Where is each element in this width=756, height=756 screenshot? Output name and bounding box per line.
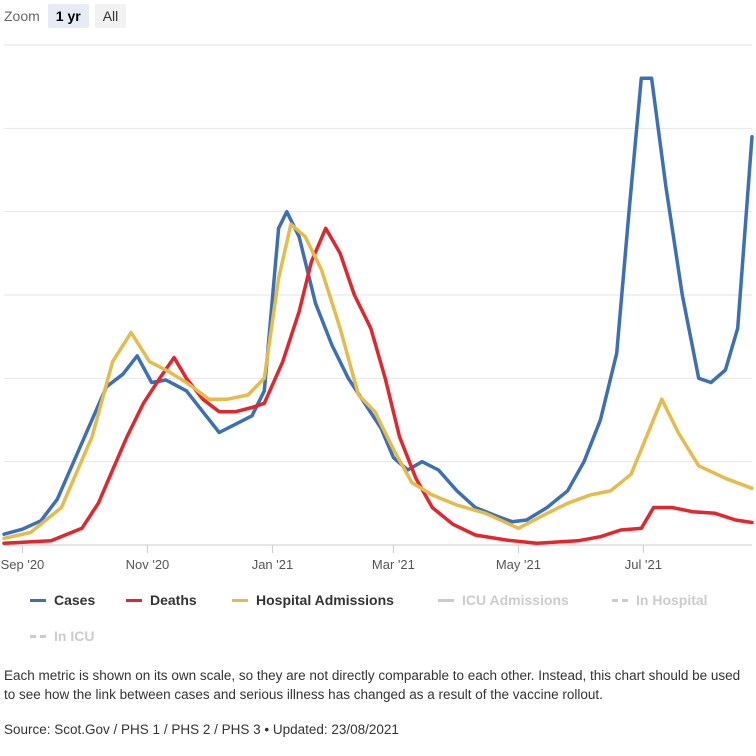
legend-label: Hospital Admissions [256, 592, 394, 608]
legend-item-deaths[interactable]: Deaths [126, 592, 197, 608]
legend-item-hospital-admissions[interactable]: Hospital Admissions [232, 592, 394, 608]
series-line-cases[interactable] [2, 76, 754, 536]
x-tick-label: Jul '21 [625, 557, 662, 572]
legend-item-cases[interactable]: Cases [30, 592, 95, 608]
legend-item-in-hospital[interactable]: In Hospital [612, 592, 708, 608]
legend-item-icu-admissions[interactable]: ICU Admissions [438, 592, 569, 608]
in-icu-swatch-icon [30, 634, 46, 638]
zoom-label: Zoom [4, 8, 40, 24]
legend-label: In Hospital [636, 592, 708, 608]
series-line-deaths[interactable] [2, 226, 754, 546]
legend-label: In ICU [54, 628, 95, 644]
hospital-swatch-icon [232, 598, 248, 602]
x-tick-label: Jan '21 [252, 557, 294, 572]
x-tick-label: Nov '20 [126, 557, 170, 572]
x-axis: Sep '20 Nov '20 Jan '21 Mar '21 May '21 Jul '… [1, 545, 662, 572]
series-line-hospital-admissions[interactable] [2, 222, 754, 541]
chart-note: Each metric is shown on its own scale, s… [4, 668, 741, 702]
series-lines [2, 76, 754, 546]
source-line: Source: Scot.Gov / PHS 1 / PHS 2 / PHS 3… [4, 722, 399, 737]
legend-label: ICU Admissions [462, 592, 569, 608]
legend-label: Deaths [150, 592, 197, 608]
zoom-1yr-button[interactable]: 1 yr [47, 4, 89, 28]
line-chart: Sep '20 Nov '20 Jan '21 Mar '21 May '21 Jul '… [1, 44, 754, 572]
zoom-bar: Zoom 1 yr All [4, 4, 127, 28]
legend-item-in-icu[interactable]: In ICU [30, 628, 94, 644]
zoom-all-button[interactable]: All [94, 4, 127, 28]
x-tick-label: Mar '21 [372, 557, 415, 572]
grid-lines [4, 44, 752, 546]
x-tick-label: Sep '20 [1, 557, 45, 572]
legend-label: Cases [54, 592, 96, 608]
in-hospital-swatch-icon [612, 598, 628, 602]
deaths-swatch-icon [126, 598, 142, 602]
icu-swatch-icon [438, 598, 454, 602]
cases-swatch-icon [30, 598, 46, 602]
x-tick-label: May '21 [496, 557, 541, 572]
